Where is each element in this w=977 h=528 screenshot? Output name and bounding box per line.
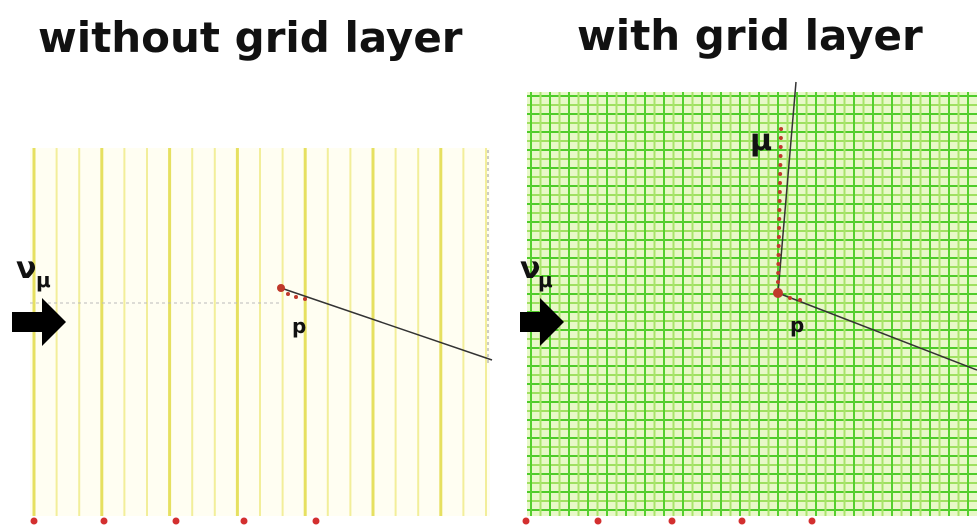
legend-dot <box>31 518 38 525</box>
neutrino-subscript: μ <box>538 268 553 292</box>
legend-dot <box>669 518 676 525</box>
hit <box>777 226 781 230</box>
legend-dot <box>523 518 530 525</box>
hit <box>778 172 782 176</box>
hit <box>778 181 782 185</box>
hit <box>779 127 783 131</box>
hit <box>777 208 781 212</box>
proton-label: p <box>790 313 804 337</box>
hit <box>777 217 781 221</box>
neutrino-subscript: μ <box>36 268 51 292</box>
legend-dot <box>595 518 602 525</box>
hit <box>776 271 780 275</box>
hit <box>777 253 781 257</box>
hit <box>777 244 781 248</box>
legend-dot <box>739 518 746 525</box>
hit <box>778 199 782 203</box>
legend-dot <box>101 518 108 525</box>
legend-dot <box>313 518 320 525</box>
hit <box>779 154 783 158</box>
hit <box>779 145 783 149</box>
legend-dots <box>31 518 816 525</box>
neutrino-label: ν <box>16 251 36 286</box>
panel-title: without grid layer <box>38 13 463 62</box>
hit <box>778 163 782 167</box>
legend-dot <box>241 518 248 525</box>
muon-label: μ <box>750 123 772 158</box>
legend-dot <box>173 518 180 525</box>
figure: without grid layer with grid layer ν μ ν… <box>0 0 977 528</box>
panel-title: with grid layer <box>577 11 923 60</box>
hit <box>779 136 783 140</box>
proton-label: p <box>292 314 306 338</box>
hit <box>776 280 780 284</box>
hit <box>776 262 780 266</box>
detector-left <box>30 148 490 516</box>
hit <box>777 235 781 239</box>
legend-dot <box>809 518 816 525</box>
hit <box>778 190 782 194</box>
